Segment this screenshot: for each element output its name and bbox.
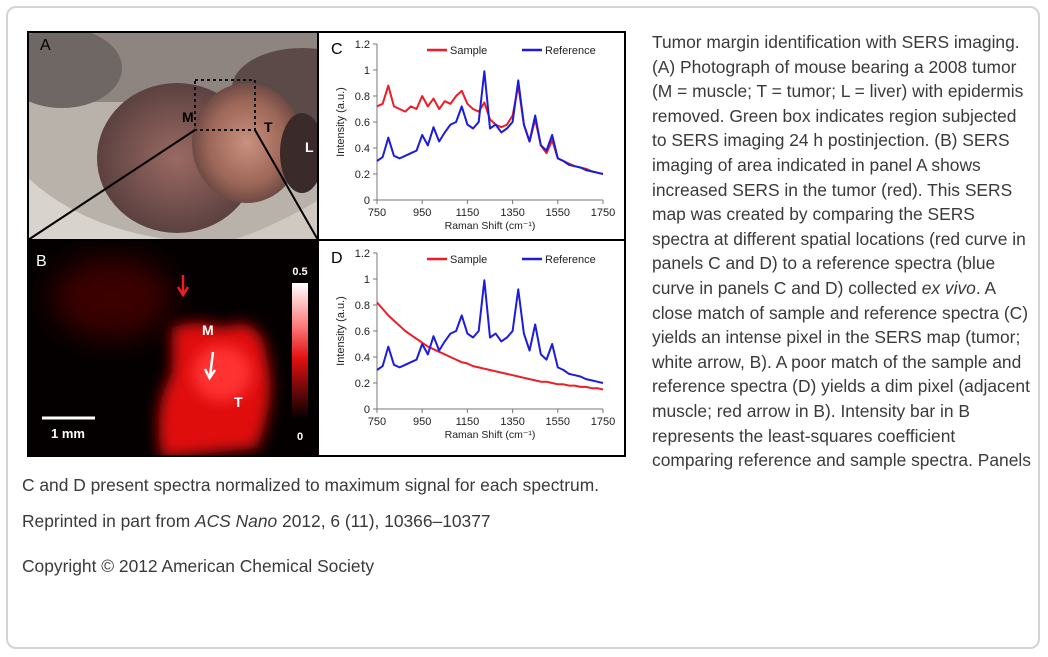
y-tick-label: 1.2 (355, 248, 370, 260)
x-axis-label: Raman Shift (cm⁻¹) (445, 220, 536, 232)
x-tick-label: 950 (413, 416, 431, 428)
y-tick-label: 0.4 (355, 352, 370, 364)
photo-marker: T (264, 119, 273, 135)
scale-bar-label: 1 mm (51, 426, 85, 441)
y-tick-label: 0.8 (355, 91, 370, 103)
card-border (6, 6, 1040, 649)
caption-text: . A close match of sample and reference … (22, 277, 1031, 495)
panel-label: B (36, 253, 47, 270)
colorbar (292, 283, 308, 420)
legend-label: Reference (545, 254, 596, 266)
panel-label: A (40, 37, 51, 54)
y-tick-label: 1 (364, 274, 370, 286)
legend-label: Reference (545, 45, 596, 57)
figure-panels: A M T L B M T 1 mm 0.5 0 C 0 0.2 0.4 0.6 0.8 1 1.… (27, 31, 626, 457)
caption-text: Tumor margin identification with SERS im… (652, 32, 1026, 298)
series-line (376, 70, 604, 175)
y-axis-label: Intensity (a.u.) (335, 296, 347, 366)
colorbar-label: 0 (297, 431, 303, 443)
zoom-line (254, 129, 319, 241)
x-tick-label: 750 (368, 207, 386, 219)
series-line (376, 301, 604, 391)
zoom-line (27, 129, 196, 241)
map-marker: T (234, 394, 243, 410)
legend-label: Sample (450, 254, 487, 266)
y-tick-label: 0.6 (355, 117, 370, 129)
reference-text: Reprinted in part from (22, 511, 196, 532)
x-tick-label: 750 (368, 416, 386, 428)
x-tick-label: 1750 (591, 207, 615, 219)
x-tick-label: 1750 (591, 416, 615, 428)
x-tick-label: 1350 (500, 416, 524, 428)
journal: ACS Nano (195, 511, 278, 532)
photo-marker: L (305, 139, 314, 155)
photo (28, 32, 318, 240)
x-tick-label: 1350 (500, 207, 524, 219)
figure-card: A M T L B M T 1 mm 0.5 0 C 0 0.2 0.4 0.6 0.8 1 1.… (22, 30, 1034, 578)
y-tick-label: 0.2 (355, 169, 370, 181)
x-axis-label: Raman Shift (cm⁻¹) (445, 429, 536, 441)
x-tick-label: 1150 (456, 207, 480, 219)
copyright: Copyright © 2012 American Chemical Socie… (22, 555, 375, 576)
photo-marker: M (182, 109, 194, 125)
colorbar-label: 0.5 (292, 266, 307, 278)
x-tick-label: 1550 (546, 207, 570, 219)
y-tick-label: 0 (364, 404, 370, 416)
legend-label: Sample (450, 45, 487, 57)
y-tick-label: 1 (364, 65, 370, 77)
reference-text: 2012, 6 (11), 10366–10377 (277, 511, 491, 532)
white-arrow (203, 351, 217, 381)
red-arrow (176, 275, 190, 298)
y-tick-label: 0.8 (355, 300, 370, 312)
y-tick-label: 0.6 (355, 326, 370, 338)
figure: A M T L B M T 1 mm 0.5 0 C 0 0.2 0.4 0.6 0.8 1 1.… (22, 28, 626, 460)
sers-map (28, 240, 318, 456)
panel-label: C (331, 41, 343, 58)
y-axis-label: Intensity (a.u.) (335, 87, 347, 157)
y-tick-label: 0 (364, 195, 370, 207)
y-tick-label: 1.2 (355, 39, 370, 51)
map-marker: M (202, 322, 214, 338)
y-tick-label: 0.4 (355, 143, 370, 155)
series-line (376, 84, 604, 175)
series-line (376, 279, 604, 384)
reference: Reprinted in part from ACS Nano 2012, 6 … (22, 509, 1034, 534)
x-tick-label: 950 (413, 207, 431, 219)
caption: Tumor margin identification with SERS im… (22, 30, 1034, 497)
y-tick-label: 0.2 (355, 378, 370, 390)
caption-italic: ex vivo (921, 277, 976, 298)
x-tick-label: 1550 (546, 416, 570, 428)
x-tick-label: 1150 (456, 416, 480, 428)
panel-label: D (331, 250, 343, 267)
